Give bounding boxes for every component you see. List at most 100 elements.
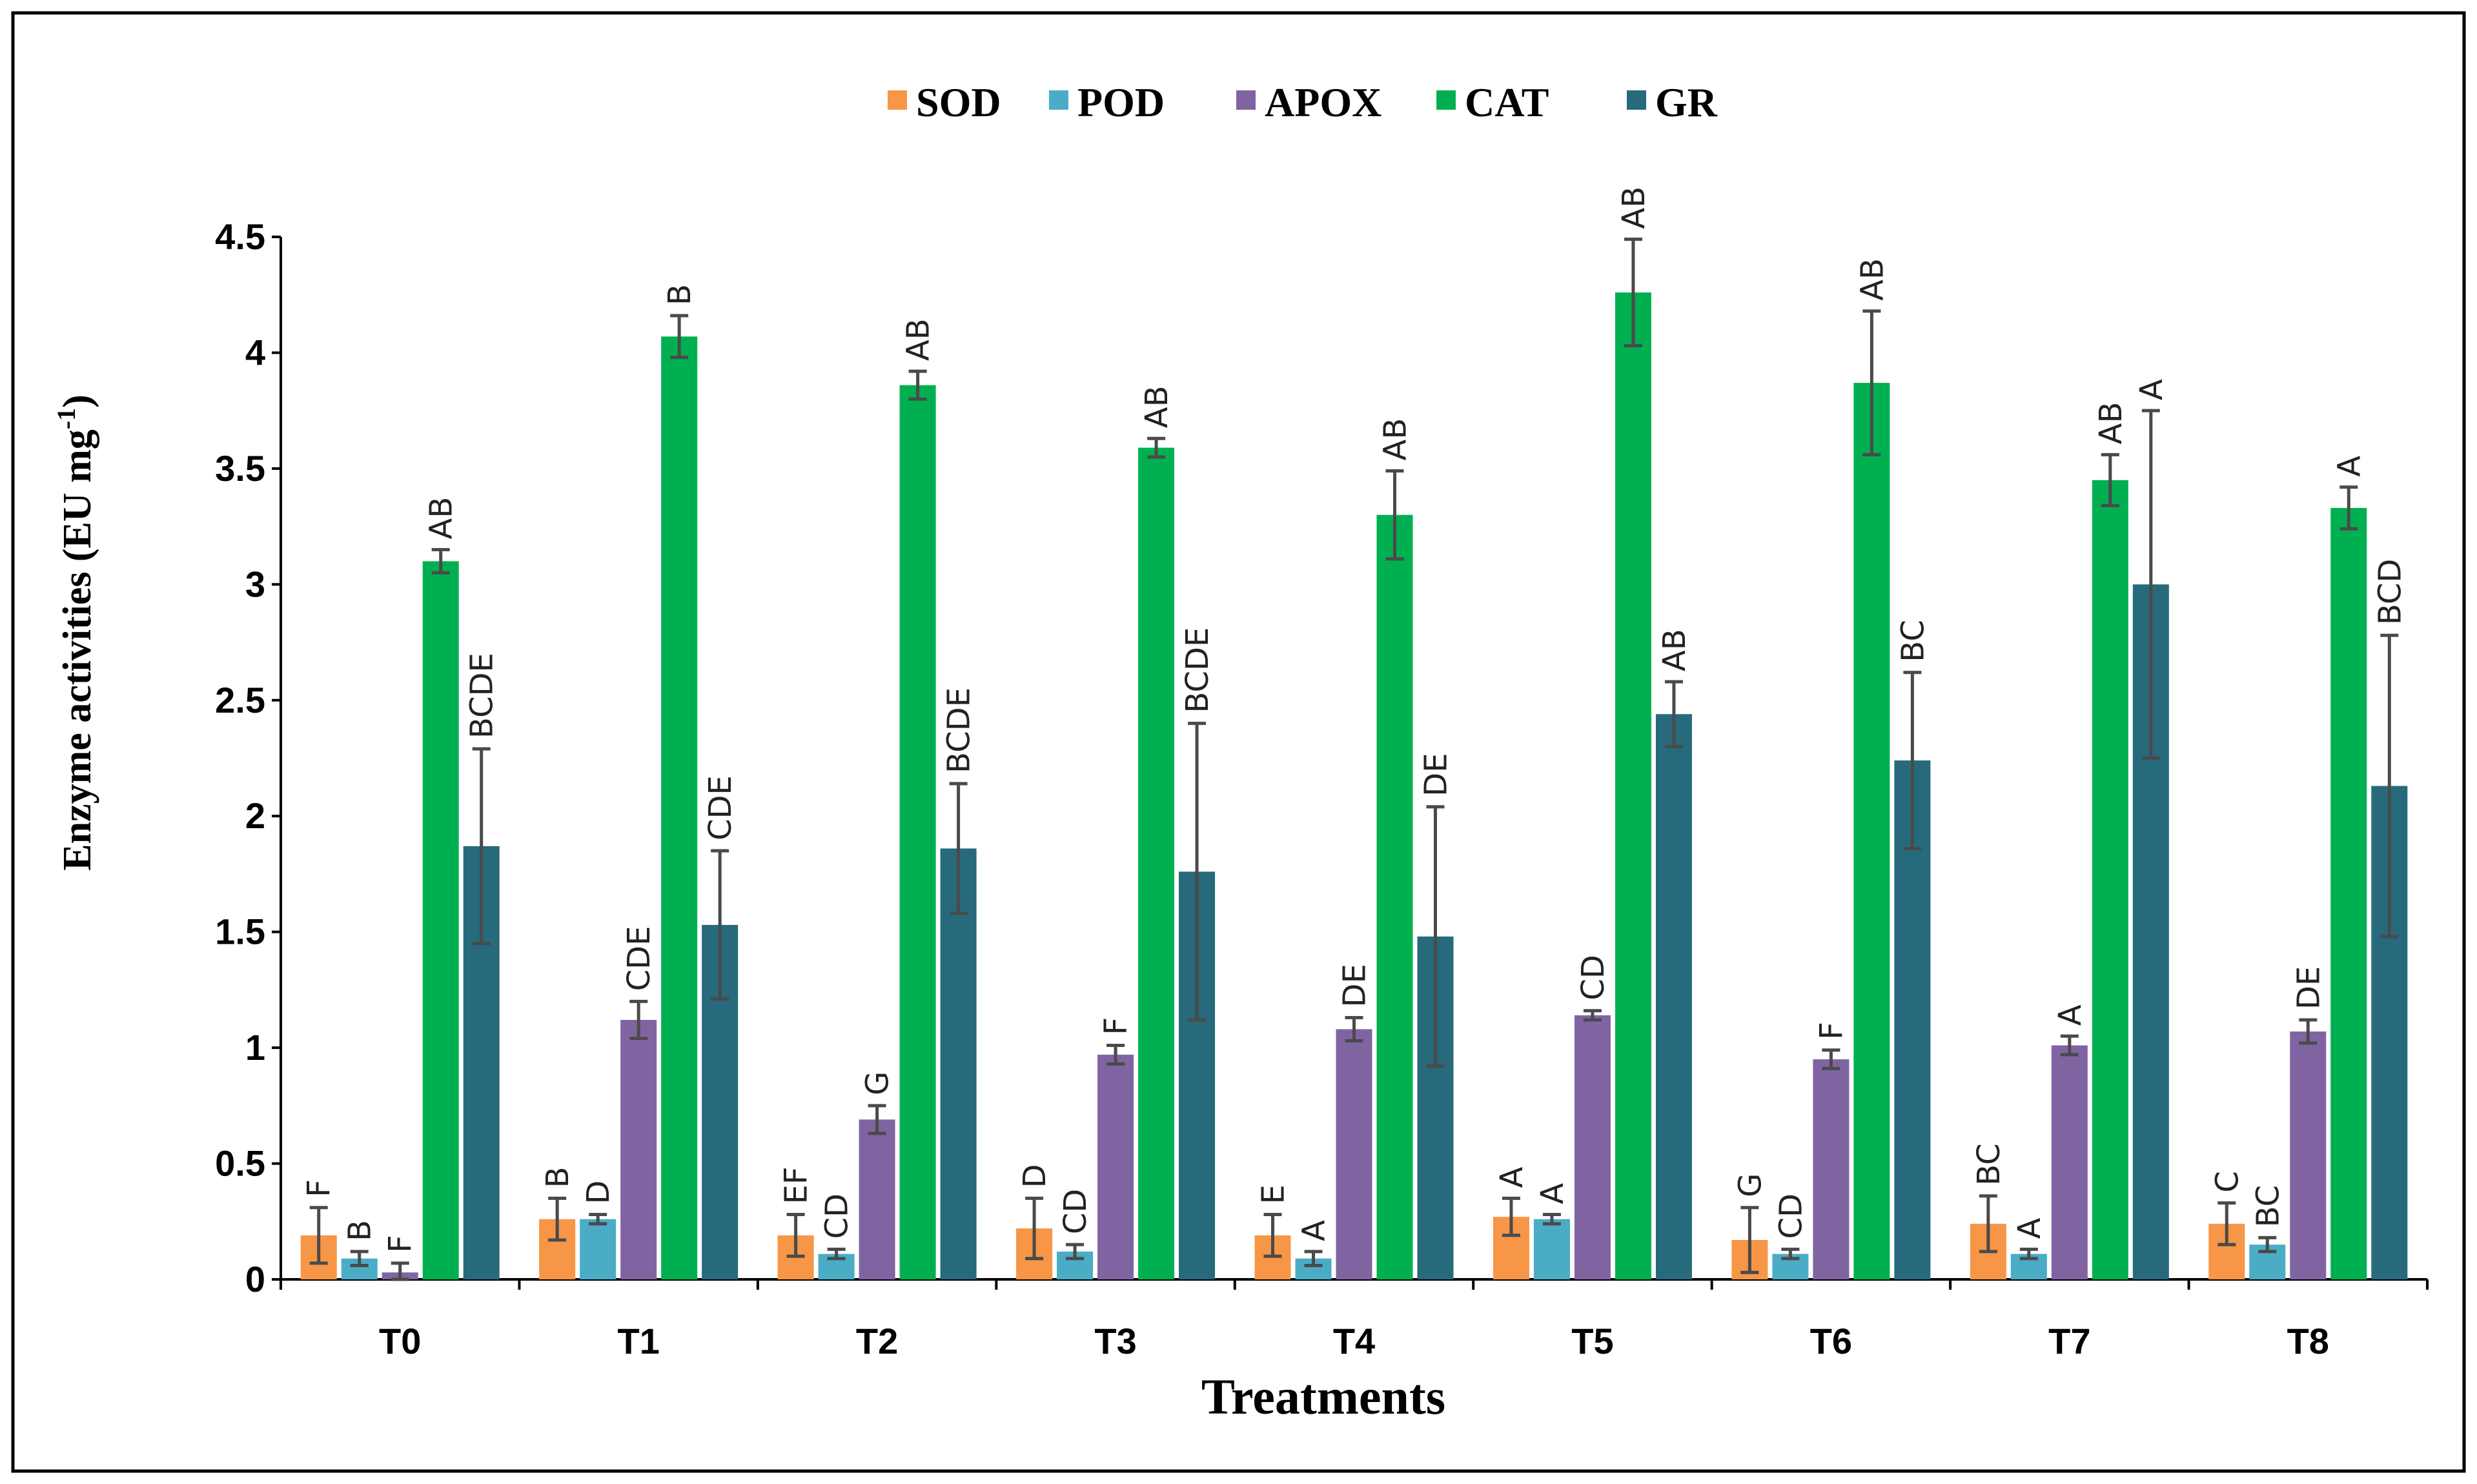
significance-letter: BC — [1971, 1143, 2007, 1186]
significance-letter: CD — [1773, 1194, 1809, 1239]
y-tick-label: 2.5 — [215, 680, 265, 720]
significance-letter: BC — [1895, 620, 1931, 662]
significance-letter: D — [580, 1181, 617, 1204]
y-tick-label: 2 — [245, 795, 265, 836]
significance-letter: AB — [901, 318, 937, 361]
significance-letter: CD — [1057, 1189, 1094, 1234]
significance-letter: A — [2012, 1217, 2048, 1239]
y-tick-label: 1.5 — [215, 911, 265, 952]
bar-group-T8: CBC DE A BCD — [2208, 456, 2408, 1279]
x-axis-label: Treatments — [1201, 1368, 1445, 1425]
significance-letter: BCD — [2372, 559, 2408, 625]
significance-letter: F — [1098, 1017, 1134, 1035]
y-tick-label: 3.5 — [215, 448, 265, 489]
significance-letter: BC — [2250, 1185, 2286, 1228]
significance-letter: AB — [1139, 385, 1175, 428]
legend-label-apox: APOX — [1265, 79, 1381, 125]
significance-letter: AB — [1854, 258, 1890, 301]
bar-cat-t1 — [661, 336, 698, 1279]
legend-swatch-apox — [1236, 90, 1256, 110]
x-tick-label: T8 — [2287, 1321, 2329, 1361]
bar-group-T3: DCD F AB BCDE — [1016, 385, 1216, 1279]
x-tick-label: T4 — [1333, 1321, 1375, 1361]
y-axis-label-text: Enzyme activities (EU mg — [56, 429, 99, 871]
significance-letter: F — [301, 1179, 338, 1197]
legend-label-sod: SOD — [916, 79, 1001, 125]
significance-letter: AB — [2093, 402, 2129, 445]
x-tick-label: T0 — [379, 1321, 421, 1361]
bar-apox-t3 — [1097, 1054, 1134, 1279]
legend-swatch-cat — [1436, 90, 1456, 110]
significance-letter: CDE — [702, 775, 739, 840]
x-tick-label: T5 — [1571, 1321, 1613, 1361]
significance-letter: F — [383, 1235, 419, 1253]
significance-letter: AB — [423, 497, 460, 540]
bar-group-T4: EA DE AB DE — [1254, 418, 1454, 1279]
significance-letter: BCDE — [464, 653, 500, 738]
significance-letter: A — [1494, 1166, 1530, 1188]
bar-apox-t5 — [1574, 1015, 1611, 1279]
chart-frame — [11, 11, 2466, 1473]
y-axis-label: Enzyme activities (EU mg-1) — [52, 394, 99, 871]
bar-apox-t7 — [2051, 1045, 2088, 1279]
x-tick-label: T2 — [856, 1321, 898, 1361]
x-tick-label: T7 — [2048, 1321, 2090, 1361]
significance-letter: B — [342, 1220, 378, 1241]
significance-letter: A — [1296, 1220, 1332, 1241]
bar-apox-t1 — [620, 1020, 657, 1279]
bar-group-T5: AA CD AB AB — [1493, 187, 1693, 1280]
legend: SOD POD APOX CAT GR — [888, 79, 1718, 125]
legend-swatch-gr — [1627, 90, 1646, 110]
y-tick-label: 0 — [245, 1259, 265, 1299]
y-tick-label: 1 — [245, 1027, 265, 1068]
bar-apox-t8 — [2290, 1031, 2327, 1279]
significance-letter: AB — [1656, 629, 1693, 671]
significance-letter: BCDE — [1179, 627, 1216, 713]
x-tick-label: T3 — [1094, 1321, 1136, 1361]
x-axis: T0 T1 T2 T3 T4 T5 T6 T7 T8 — [280, 1278, 2429, 1361]
significance-letter: D — [1017, 1164, 1053, 1188]
significance-letter: C — [2209, 1171, 2245, 1193]
significance-letter: F — [1813, 1022, 1850, 1040]
bar-cat-t2 — [899, 385, 936, 1279]
bar-apox-t6 — [1813, 1059, 1850, 1279]
x-tick-label: T6 — [1810, 1321, 1852, 1361]
bar-gr-t2 — [940, 848, 977, 1279]
significance-letter: CDE — [621, 926, 657, 991]
bar-cat-t5 — [1615, 292, 1651, 1280]
significance-letter: A — [1534, 1183, 1571, 1204]
significance-letter: G — [1732, 1174, 1768, 1197]
y-axis: 0 0.5 1 1.5 2 2.5 3 3.5 4 4.5 — [215, 216, 282, 1299]
significance-letter: A — [2134, 379, 2170, 400]
y-tick-label: 3 — [245, 564, 265, 604]
bar-apox-t4 — [1336, 1029, 1372, 1279]
y-tick-label: 4 — [245, 332, 265, 372]
significance-letter: BCDE — [941, 687, 977, 773]
significance-letter: G — [860, 1072, 896, 1095]
significance-letter: B — [662, 284, 698, 305]
bar-gr-t5 — [1655, 714, 1692, 1279]
bar-cat-t0 — [422, 561, 459, 1279]
significance-letter: AB — [1378, 418, 1414, 461]
bar-cat-t4 — [1376, 514, 1413, 1279]
significance-letter: A — [2331, 456, 2367, 477]
bar-cat-t7 — [2092, 480, 2128, 1280]
significance-letter: DE — [1418, 753, 1454, 797]
bar-pod-t1 — [580, 1219, 617, 1279]
significance-letter: CD — [1575, 955, 1611, 1000]
significance-letter: AB — [1616, 187, 1652, 229]
legend-label-cat: CAT — [1465, 79, 1549, 125]
significance-letter: EF — [779, 1167, 815, 1204]
y-axis-label-sup: -1 — [52, 408, 81, 429]
significance-letter: CD — [819, 1194, 855, 1239]
y-axis-label-close: ) — [56, 394, 99, 408]
significance-letter: E — [1256, 1184, 1292, 1204]
bar-apox-t2 — [859, 1119, 895, 1279]
legend-label-pod: POD — [1077, 79, 1165, 125]
y-tick-label: 4.5 — [215, 216, 265, 257]
